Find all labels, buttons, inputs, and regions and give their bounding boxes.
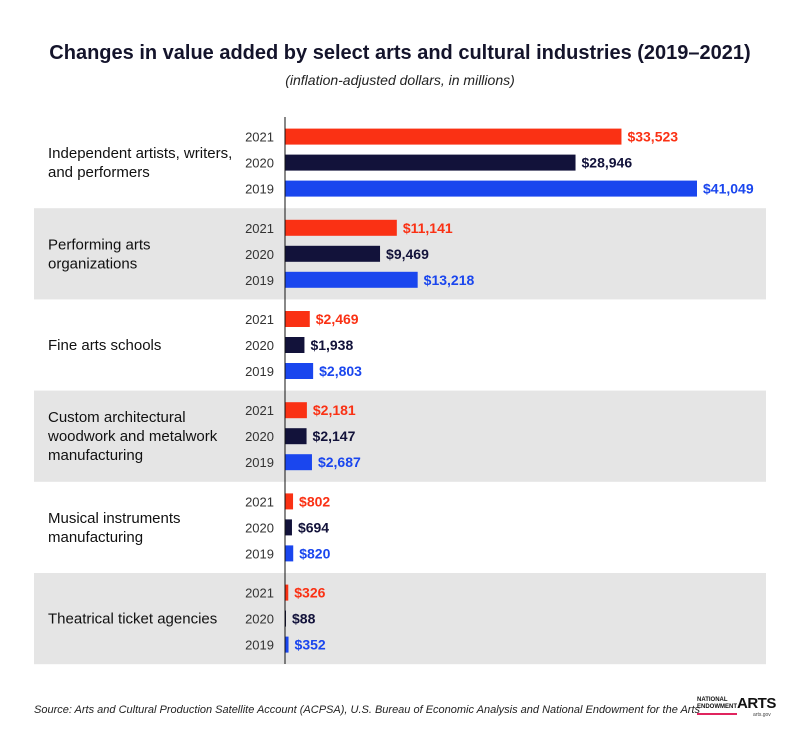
chart-marks: Independent artists, writers, and perform… bbox=[47, 128, 754, 653]
year-label: 2021 bbox=[245, 403, 274, 418]
bar-2021 bbox=[285, 402, 307, 419]
category-label: manufacturing bbox=[48, 529, 143, 546]
year-label: 2020 bbox=[245, 247, 274, 262]
value-label: $694 bbox=[298, 519, 329, 535]
bar-2021 bbox=[285, 219, 397, 236]
value-label: $352 bbox=[295, 637, 326, 653]
value-label: $28,946 bbox=[582, 155, 633, 171]
bar-2021 bbox=[285, 584, 289, 601]
logo-text-national: NATIONAL ENDOWMENT bbox=[697, 697, 737, 710]
bar-2019 bbox=[285, 180, 697, 197]
value-label: $9,469 bbox=[386, 246, 429, 262]
year-label: 2019 bbox=[245, 364, 274, 379]
category-band bbox=[34, 573, 766, 665]
category-label: Independent artists, writers, bbox=[48, 145, 232, 162]
category-label: manufacturing bbox=[48, 447, 143, 464]
year-label: 2020 bbox=[245, 520, 274, 535]
bar-2019 bbox=[285, 271, 418, 288]
value-label: $326 bbox=[294, 585, 325, 601]
category-label: Fine arts schools bbox=[48, 337, 161, 354]
chart-title: Changes in value added by select arts an… bbox=[49, 42, 751, 64]
value-label: $802 bbox=[299, 493, 330, 509]
value-label: $2,803 bbox=[319, 363, 362, 379]
logo-text-arts: ARTS bbox=[737, 695, 776, 712]
category-band bbox=[34, 390, 766, 482]
logo-bar bbox=[697, 713, 737, 715]
category-label: Theatrical ticket agencies bbox=[48, 611, 217, 628]
bar-2019 bbox=[285, 454, 312, 471]
bar-2019 bbox=[285, 545, 294, 562]
source-note: Source: Arts and Cultural Production Sat… bbox=[34, 704, 701, 716]
year-label: 2021 bbox=[245, 221, 274, 236]
bar-2020 bbox=[285, 154, 576, 171]
year-label: 2020 bbox=[245, 338, 274, 353]
year-label: 2021 bbox=[245, 586, 274, 601]
nea-logo: NATIONAL ENDOWMENT ARTS arts.gov bbox=[697, 695, 776, 721]
value-label: $88 bbox=[292, 611, 316, 627]
bar-2019 bbox=[285, 636, 289, 653]
bar-2020 bbox=[285, 519, 292, 536]
bar-2021 bbox=[285, 311, 310, 327]
year-label: 2019 bbox=[245, 273, 274, 288]
category-label: Performing arts bbox=[48, 236, 151, 253]
category-label: Custom architectural bbox=[48, 409, 186, 426]
bar-2020 bbox=[285, 337, 305, 353]
year-label: 2019 bbox=[245, 638, 274, 653]
value-label: $2,147 bbox=[313, 428, 356, 444]
year-label: 2019 bbox=[245, 455, 274, 470]
bar-2020 bbox=[285, 245, 381, 262]
year-label: 2021 bbox=[245, 494, 274, 509]
bar-2019 bbox=[285, 363, 314, 379]
bar-2021 bbox=[285, 493, 294, 510]
value-label: $2,469 bbox=[316, 311, 359, 327]
category-label: Musical instruments bbox=[48, 510, 181, 527]
value-label: $2,181 bbox=[313, 402, 356, 418]
value-label: $13,218 bbox=[424, 272, 475, 288]
bar-2020 bbox=[285, 428, 307, 445]
value-label: $820 bbox=[299, 545, 330, 561]
year-label: 2019 bbox=[245, 182, 274, 197]
year-label: 2019 bbox=[245, 546, 274, 561]
year-label: 2020 bbox=[245, 156, 274, 171]
chart-subtitle: (inflation-adjusted dollars, in millions… bbox=[285, 72, 515, 88]
year-label: 2020 bbox=[245, 429, 274, 444]
value-label: $33,523 bbox=[627, 129, 678, 145]
value-label: $2,687 bbox=[318, 454, 361, 470]
year-label: 2020 bbox=[245, 612, 274, 627]
value-label: $1,938 bbox=[310, 337, 353, 353]
logo-text-url: arts.gov bbox=[753, 712, 771, 718]
value-label: $41,049 bbox=[703, 181, 754, 197]
category-label: organizations bbox=[48, 255, 137, 272]
year-label: 2021 bbox=[245, 130, 274, 145]
bar-2021 bbox=[285, 128, 622, 145]
year-label: 2021 bbox=[245, 312, 274, 327]
value-label: $11,141 bbox=[403, 220, 453, 236]
category-label: and performers bbox=[48, 164, 150, 181]
category-label: woodwork and metalwork bbox=[47, 428, 218, 445]
